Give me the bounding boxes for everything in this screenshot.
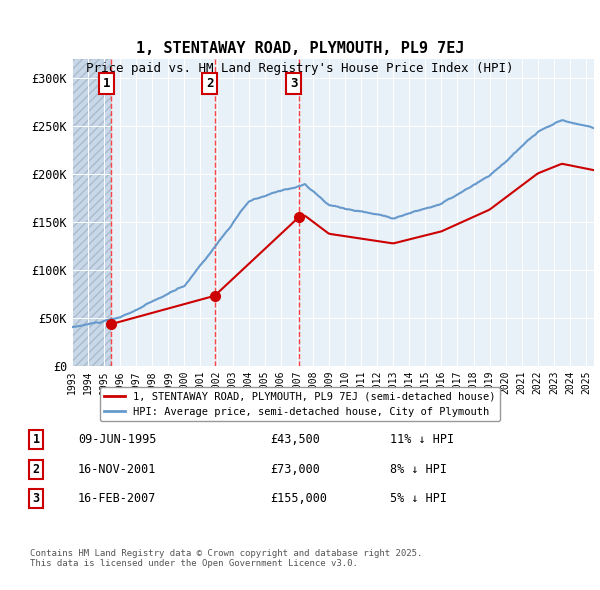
Text: 2: 2 [206, 77, 214, 90]
Text: 3: 3 [32, 492, 40, 505]
Text: 5% ↓ HPI: 5% ↓ HPI [390, 492, 447, 505]
Text: £73,000: £73,000 [270, 463, 320, 476]
Text: 16-FEB-2007: 16-FEB-2007 [78, 492, 157, 505]
Text: £43,500: £43,500 [270, 433, 320, 446]
Text: 3: 3 [290, 77, 298, 90]
Text: 8% ↓ HPI: 8% ↓ HPI [390, 463, 447, 476]
Text: £155,000: £155,000 [270, 492, 327, 505]
Text: 2: 2 [32, 463, 40, 476]
Text: 1, STENTAWAY ROAD, PLYMOUTH, PL9 7EJ: 1, STENTAWAY ROAD, PLYMOUTH, PL9 7EJ [136, 41, 464, 56]
Bar [72, 59, 111, 366]
Text: 1: 1 [103, 77, 110, 90]
Text: 16-NOV-2001: 16-NOV-2001 [78, 463, 157, 476]
Text: 09-JUN-1995: 09-JUN-1995 [78, 433, 157, 446]
Text: 11% ↓ HPI: 11% ↓ HPI [390, 433, 454, 446]
Text: Price paid vs. HM Land Registry's House Price Index (HPI): Price paid vs. HM Land Registry's House … [86, 62, 514, 75]
Text: Contains HM Land Registry data © Crown copyright and database right 2025.
This d: Contains HM Land Registry data © Crown c… [30, 549, 422, 568]
Legend: 1, STENTAWAY ROAD, PLYMOUTH, PL9 7EJ (semi-detached house), HPI: Average price, : 1, STENTAWAY ROAD, PLYMOUTH, PL9 7EJ (se… [100, 388, 500, 421]
Text: 1: 1 [32, 433, 40, 446]
